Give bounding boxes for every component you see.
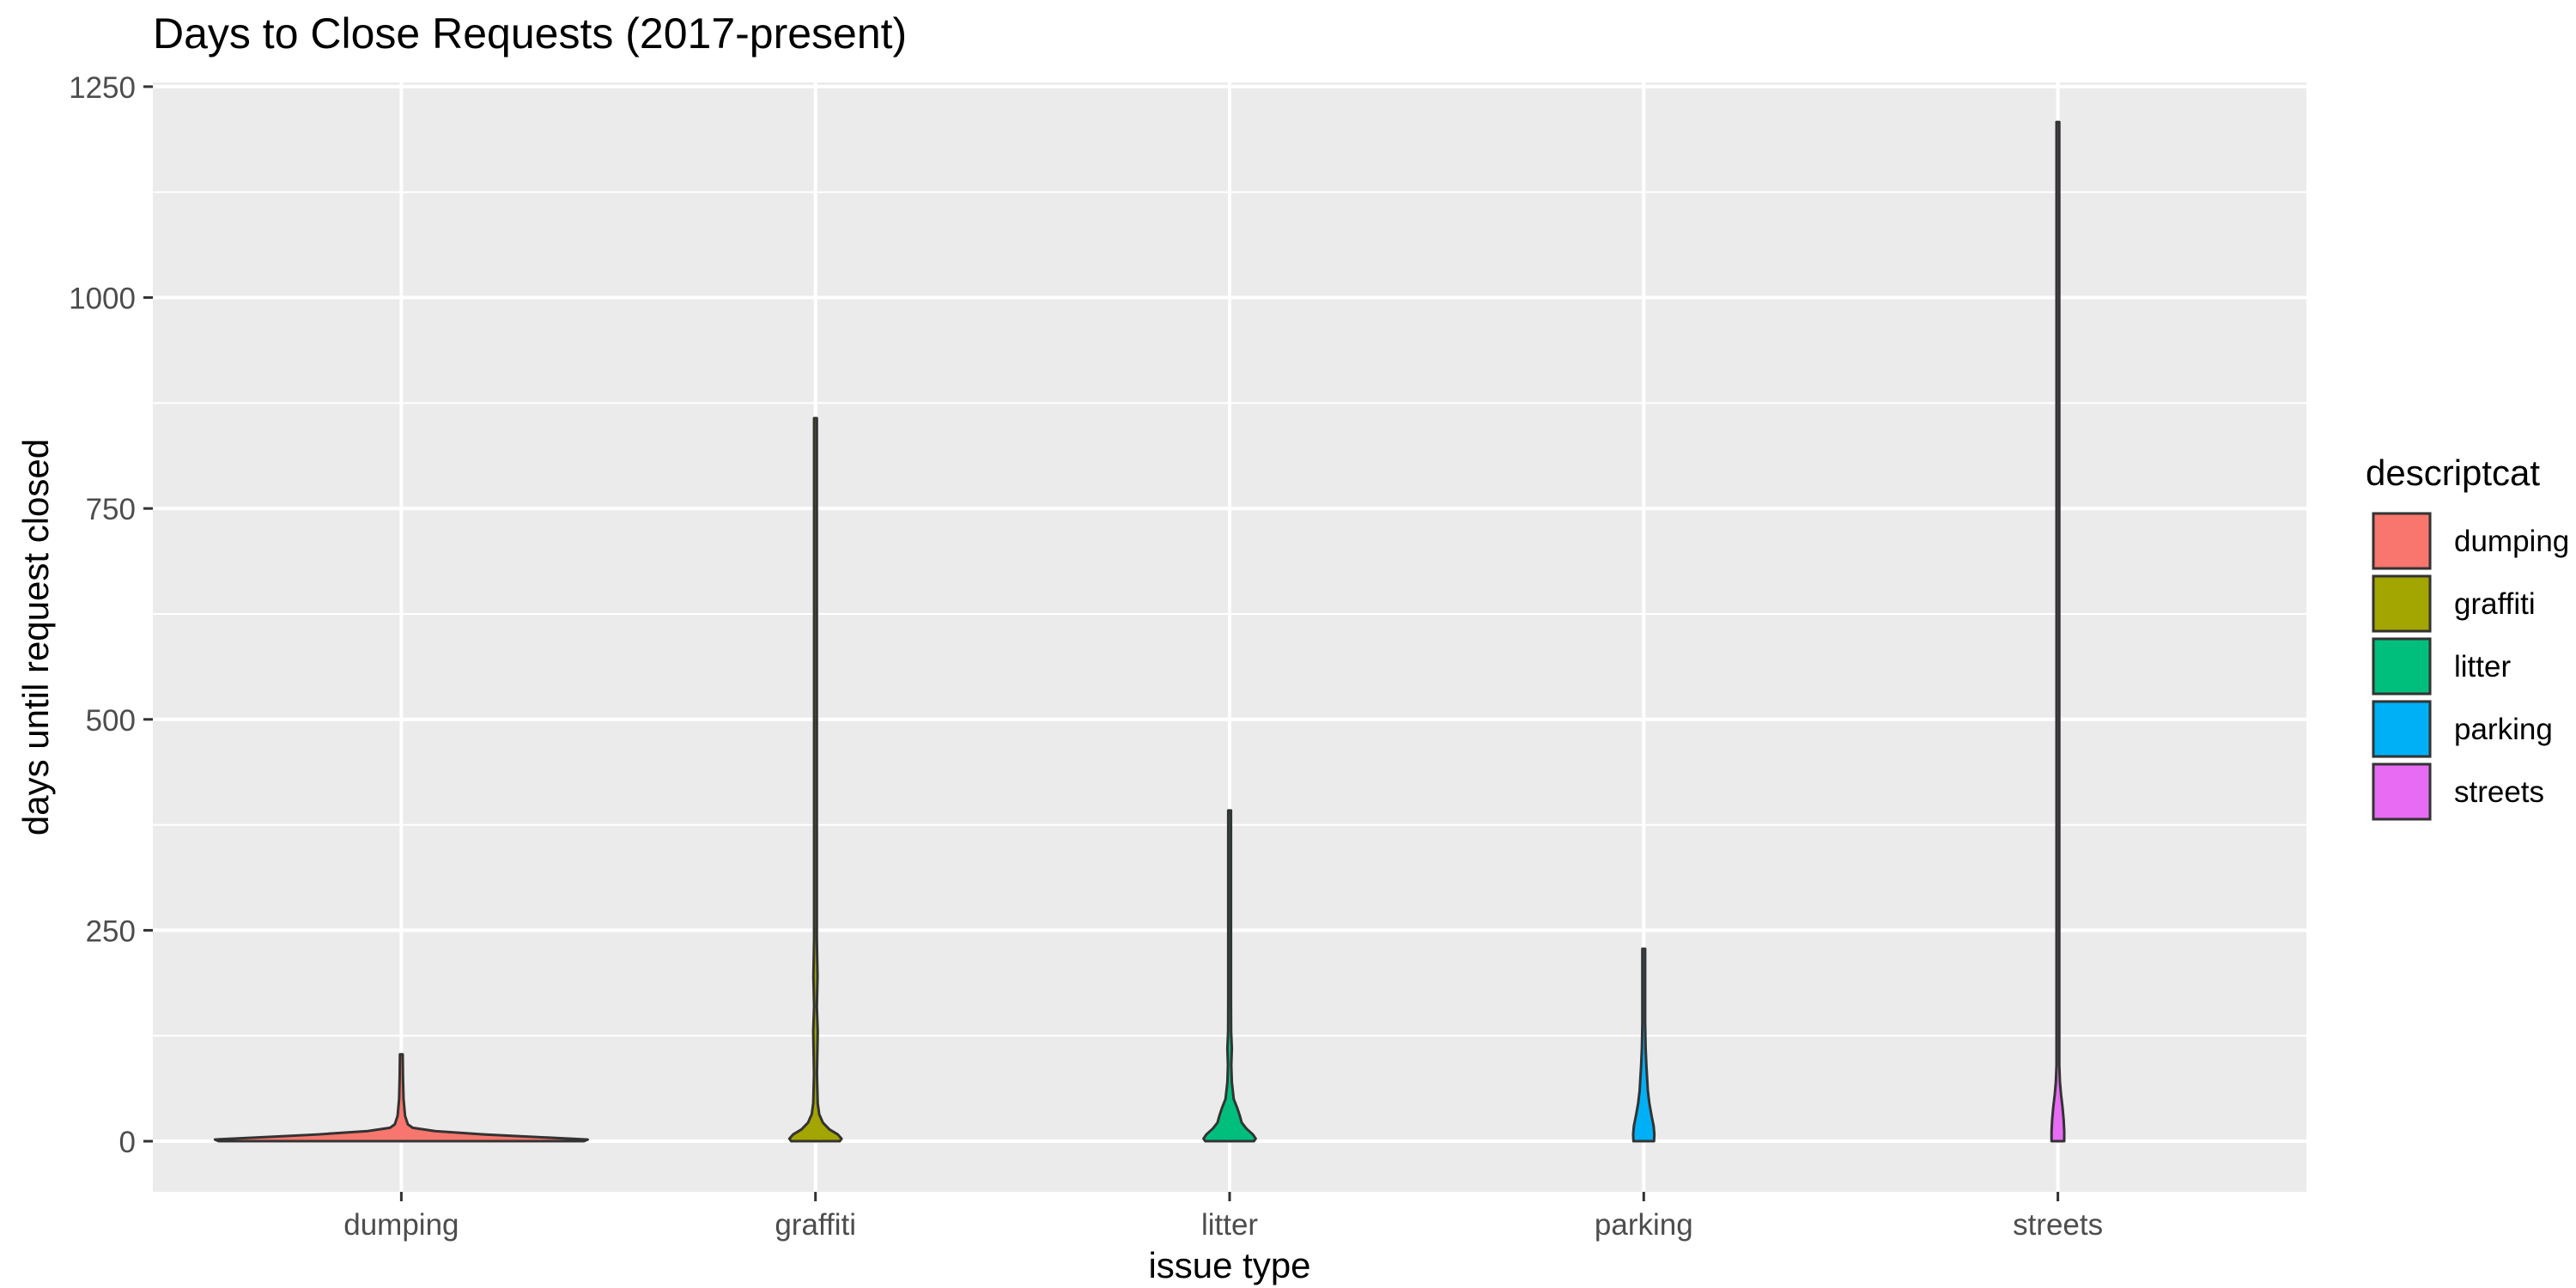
legend-swatch-graffiti (2372, 574, 2432, 633)
x-tick-label: litter (1201, 1208, 1258, 1242)
legend-label: litter (2454, 650, 2511, 683)
legend: descriptcat dumping graffiti litter parking… (2366, 453, 2569, 821)
chart-title: Days to Close Requests (2017-present) (153, 9, 907, 58)
y-tick-label: 0 (119, 1126, 136, 1159)
x-tick-label: streets (2013, 1208, 2103, 1242)
legend-items: dumping graffiti litter parking streets (2372, 512, 2569, 821)
legend-swatch-litter (2372, 637, 2432, 696)
violin-parking (1631, 947, 1656, 1143)
legend-label: streets (2454, 775, 2544, 809)
x-tick-label: parking (1595, 1208, 1693, 1242)
y-tick-label: 750 (86, 493, 136, 526)
legend-swatch-dumping (2372, 512, 2432, 570)
y-axis: 0 250 500 750 1000 1250 (69, 71, 153, 1159)
major-gridlines (153, 82, 2306, 1192)
legend-swatch-streets (2372, 762, 2432, 821)
violin-dumping (213, 1053, 589, 1143)
x-axis-title: issue type (1148, 1245, 1310, 1285)
legend-label: dumping (2454, 525, 2569, 558)
y-tick-label: 250 (86, 914, 136, 948)
legend-swatch-parking (2372, 700, 2432, 758)
y-axis-title: days until request closed (15, 439, 56, 835)
x-tick-label: dumping (343, 1208, 459, 1242)
violins (213, 120, 2066, 1143)
x-tick-label: graffiti (775, 1208, 856, 1242)
x-axis: dumping graffiti litter parking streets (343, 1192, 2103, 1242)
violin-graffiti (787, 416, 843, 1143)
violin-litter (1202, 809, 1257, 1143)
legend-label: graffiti (2454, 587, 2536, 621)
legend-label: parking (2454, 713, 2553, 746)
y-tick-label: 1250 (69, 71, 136, 105)
y-tick-label: 500 (86, 704, 136, 738)
violin-streets (2050, 120, 2066, 1143)
y-tick-label: 1000 (69, 283, 136, 316)
legend-title: descriptcat (2366, 453, 2540, 493)
